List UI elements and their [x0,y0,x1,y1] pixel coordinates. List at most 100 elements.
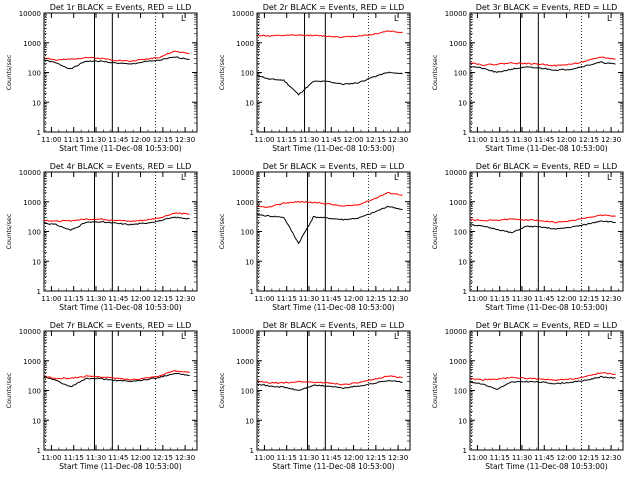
x-axis-label: Start Time (11-Dec-08 10:53:00) [59,303,181,312]
x-tick-label: 11:15 [277,136,297,144]
y-tick-label: 10 [458,258,467,266]
x-tick-label: 12:15 [366,295,386,303]
detector-panel-9: Det 9r BLACK = Events, RED = LLD 1 10 100 10… [431,321,624,471]
corner-mark: L [181,173,186,182]
panel-title: Det 5r BLACK = Events, RED = LLD [263,162,405,171]
y-tick-label: 1 [37,447,41,455]
y-tick-label: 1000 [236,358,254,366]
x-tick-label: 12:30 [175,295,195,303]
series-lld-line [469,214,616,224]
series-events-line [469,220,616,234]
x-axis-label: Start Time (11-Dec-08 10:53:00) [272,144,394,153]
x-tick-label: 12:15 [366,136,386,144]
x-tick-label: 12:30 [388,295,408,303]
x-tick-label: 12:00 [130,295,150,303]
y-tick-label: 10000 [232,169,254,177]
x-tick-label: 11:30 [512,454,532,462]
x-tick-label: 11:00 [467,454,487,462]
x-tick-label: 12:00 [343,295,363,303]
x-tick-label: 11:30 [299,454,319,462]
y-tick-label: 1 [37,129,41,137]
y-tick-label: 100 [454,388,467,396]
series-lld-line [43,212,190,223]
y-tick-label: 10000 [232,10,254,18]
series-lld-line [256,191,403,209]
panel-title: Det 7r BLACK = Events, RED = LLD [50,321,192,330]
plot-frame [43,330,198,451]
y-axis-label: Counts/sec [218,54,226,90]
y-tick-label: 100 [454,229,467,237]
y-axis-label: Counts/sec [431,54,439,90]
x-tick-label: 12:00 [130,454,150,462]
panel-title: Det 4r BLACK = Events, RED = LLD [50,162,192,171]
y-tick-label: 1 [250,447,254,455]
plot-frame [256,171,411,292]
x-tick-label: 12:00 [556,136,576,144]
y-tick-label: 10 [458,417,467,425]
x-tick-label: 11:15 [64,136,84,144]
x-axis-label: Start Time (11-Dec-08 10:53:00) [272,462,394,471]
y-axis-label: Counts/sec [218,213,226,249]
y-tick-label: 10000 [445,10,467,18]
x-tick-label: 11:15 [490,454,510,462]
series-events-line [256,71,403,96]
x-axis-label: Start Time (11-Dec-08 10:53:00) [59,462,181,471]
y-axis-label: Counts/sec [5,213,13,249]
series-events-line [43,216,190,231]
x-tick-label: 11:45 [321,136,341,144]
x-tick-label: 11:15 [490,136,510,144]
x-tick-label: 12:30 [601,454,621,462]
y-tick-label: 1000 [23,199,41,207]
plot-frame [469,171,624,292]
y-tick-label: 100 [241,70,254,78]
y-tick-label: 10000 [232,328,254,336]
series-lld-line [256,375,403,386]
detector-panel-4: Det 4r BLACK = Events, RED = LLD 1 10 100 10… [5,162,198,312]
x-tick-label: 11:00 [467,136,487,144]
corner-mark: L [394,332,399,341]
x-tick-label: 11:45 [108,295,128,303]
x-tick-label: 12:00 [130,136,150,144]
x-tick-label: 11:15 [64,295,84,303]
detector-panel-5: Det 5r BLACK = Events, RED = LLD 1 10 100 10… [218,162,411,312]
corner-mark: L [607,173,612,182]
y-tick-label: 10 [458,99,467,107]
x-tick-label: 12:15 [153,295,173,303]
plot-frame [469,330,624,451]
x-tick-label: 11:45 [534,136,554,144]
y-tick-label: 10 [245,258,254,266]
x-tick-label: 12:30 [388,136,408,144]
y-tick-label: 10000 [19,10,41,18]
x-tick-label: 11:30 [86,454,106,462]
x-tick-label: 11:45 [321,454,341,462]
x-tick-label: 11:00 [254,295,274,303]
x-axis-label: Start Time (11-Dec-08 10:53:00) [485,303,607,312]
x-tick-label: 11:45 [108,454,128,462]
x-tick-label: 11:00 [254,136,274,144]
x-axis-label: Start Time (11-Dec-08 10:53:00) [272,303,394,312]
y-tick-label: 1 [37,288,41,296]
series-lld-line [469,372,616,382]
y-tick-label: 1 [250,129,254,137]
x-axis-label: Start Time (11-Dec-08 10:53:00) [485,144,607,153]
x-tick-label: 11:30 [299,136,319,144]
series-lld-line [43,50,190,62]
detector-panel-2: Det 2r BLACK = Events, RED = LLD 1 10 100 10… [218,3,411,153]
y-tick-label: 1 [463,288,467,296]
detector-panel-8: Det 8r BLACK = Events, RED = LLD 1 10 100 10… [218,321,411,471]
panel-title: Det 1r BLACK = Events, RED = LLD [50,3,192,12]
x-tick-label: 11:45 [534,295,554,303]
y-tick-label: 1000 [449,358,467,366]
x-tick-label: 12:30 [175,454,195,462]
y-tick-label: 1000 [236,199,254,207]
x-tick-label: 12:30 [388,454,408,462]
y-tick-label: 1000 [449,199,467,207]
y-axis-label: Counts/sec [5,54,13,90]
panel-title: Det 3r BLACK = Events, RED = LLD [476,3,618,12]
y-tick-label: 1 [463,447,467,455]
x-tick-label: 12:15 [153,454,173,462]
series-events-line [256,205,403,245]
x-tick-label: 12:15 [579,136,599,144]
x-tick-label: 11:45 [108,136,128,144]
